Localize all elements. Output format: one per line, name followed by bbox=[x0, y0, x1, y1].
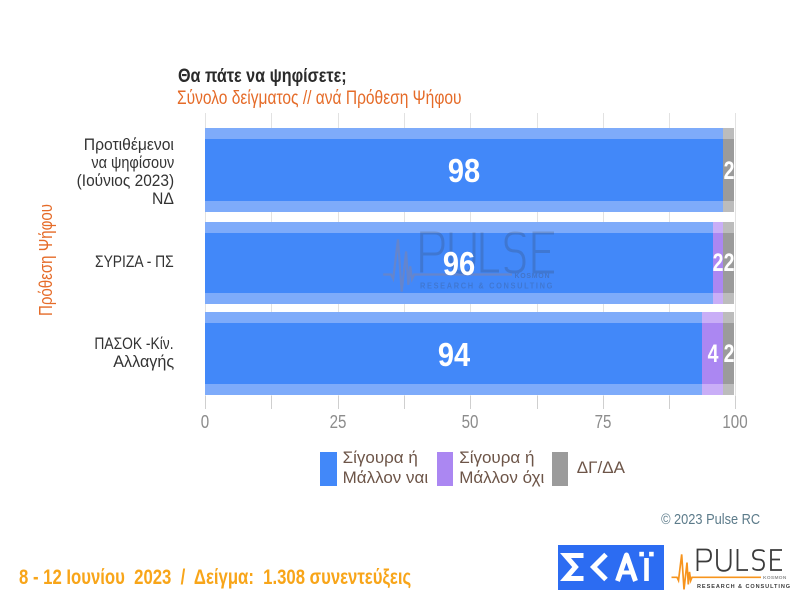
svg-text:RESEARCH & CONSULTING: RESEARCH & CONSULTING bbox=[420, 282, 554, 291]
svg-text:KOSMON: KOSMON bbox=[515, 273, 551, 280]
svg-text:KOSMON: KOSMON bbox=[763, 575, 787, 581]
svg-text:RESEARCH & CONSULTING: RESEARCH & CONSULTING bbox=[697, 584, 791, 590]
